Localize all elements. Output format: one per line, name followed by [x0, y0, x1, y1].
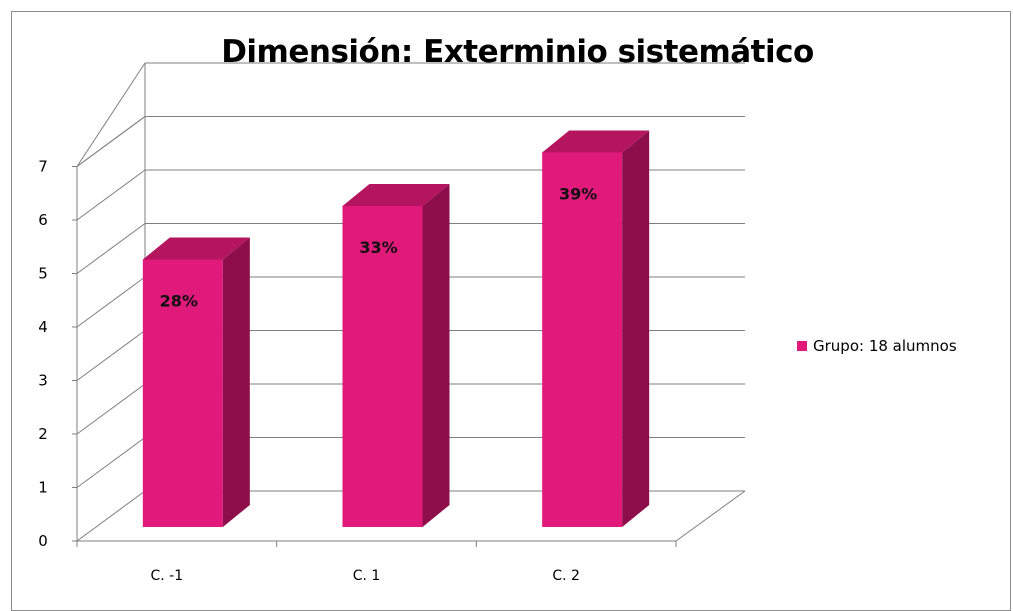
data-label: 33% — [359, 238, 397, 257]
data-label: 28% — [160, 292, 198, 311]
gridline-depth — [76, 116, 146, 167]
bar-top — [342, 184, 450, 206]
bar: 28% — [142, 237, 250, 527]
chart-title: Dimensión: Exterminio sistemático — [221, 34, 814, 70]
y-tick-label: 0 — [38, 532, 48, 550]
legend-label: Grupo: 18 alumnos — [813, 337, 957, 355]
y-tick-label: 1 — [38, 479, 48, 497]
bar-side — [622, 130, 650, 527]
bar-side — [422, 184, 450, 527]
bars: 28% 33% 39% — [142, 130, 650, 527]
x-category-label: C. 2 — [552, 568, 580, 584]
x-category-label: C. 1 — [353, 568, 381, 584]
floor-left-edge — [76, 490, 146, 542]
bar-side — [222, 237, 250, 527]
bar-top — [542, 130, 650, 153]
legend: Grupo: 18 alumnos — [797, 337, 957, 355]
y-tick-label: 4 — [38, 318, 48, 336]
axes: 0 1 2 3 4 5 6 7 C. -1 C. 1 C. 2 — [38, 158, 677, 584]
gridline-depth — [76, 223, 146, 274]
y-tick-label: 5 — [38, 265, 48, 283]
gridline-depth — [76, 330, 146, 381]
y-tick-label: 7 — [38, 158, 48, 176]
bar-front — [342, 206, 423, 527]
floor-right-edge — [675, 490, 746, 542]
bar-front — [142, 259, 223, 527]
wall-corner — [76, 62, 146, 167]
bar: 33% — [342, 184, 450, 527]
gridline-depth — [76, 276, 146, 328]
y-tick-label: 3 — [38, 372, 48, 390]
gridline-depth — [76, 437, 146, 488]
bar: 39% — [542, 130, 650, 527]
gridline-depth — [76, 383, 146, 435]
gridline-depth — [76, 169, 146, 221]
bar-front — [542, 152, 623, 527]
data-label: 39% — [559, 185, 597, 204]
x-category-label: C. -1 — [151, 568, 184, 584]
bar-top — [142, 237, 250, 260]
y-tick-label: 6 — [38, 211, 48, 229]
y-tick-label: 2 — [38, 425, 48, 443]
legend-swatch — [797, 341, 807, 351]
